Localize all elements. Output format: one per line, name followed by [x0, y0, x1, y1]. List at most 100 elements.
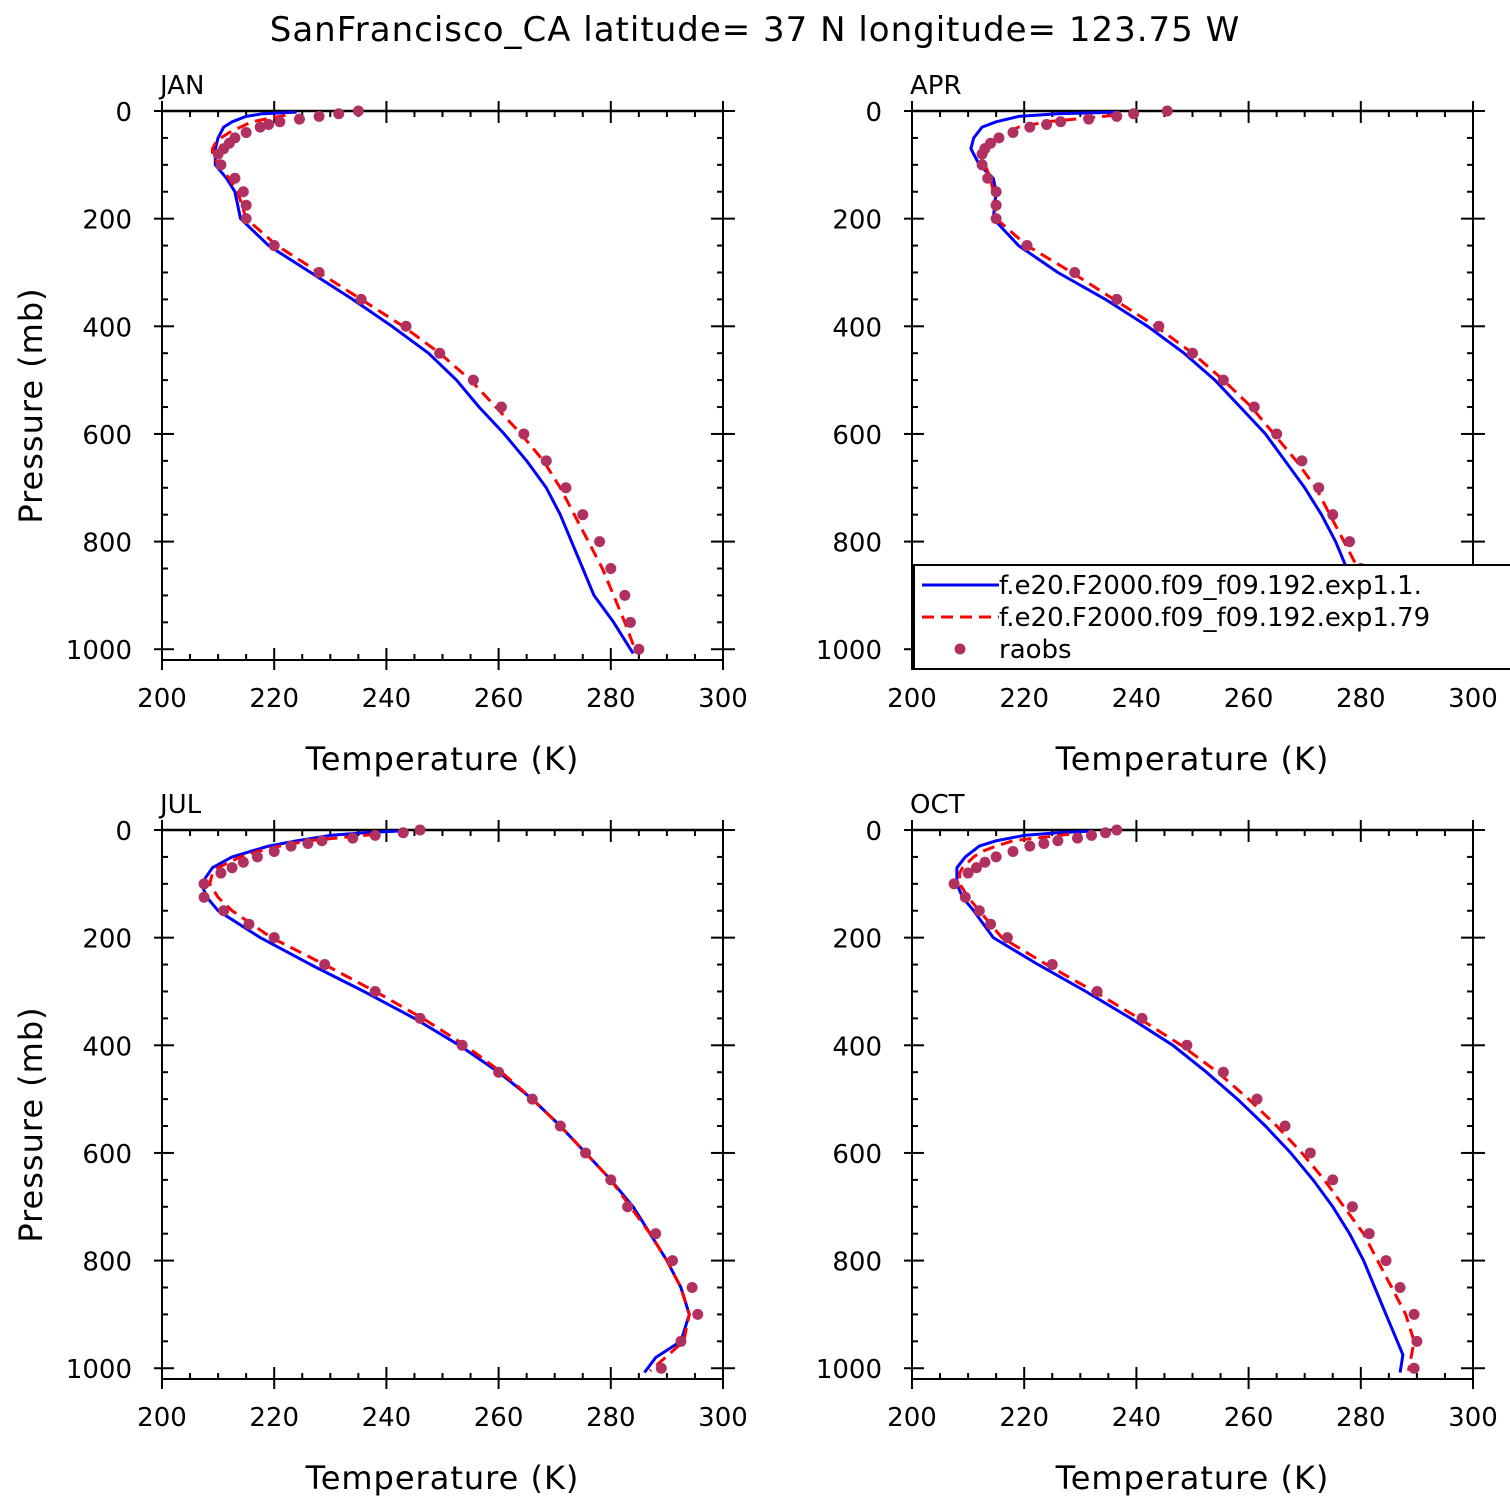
x-tick-label: 200 — [887, 1403, 937, 1433]
y-tick-label: 200 — [82, 206, 132, 236]
obs-point — [198, 878, 210, 890]
obs-point — [1248, 401, 1260, 413]
y-tick-label: 800 — [832, 1248, 882, 1278]
obs-point — [1394, 1282, 1406, 1293]
obs-point — [1052, 835, 1064, 847]
obs-point — [254, 121, 266, 133]
obs-point — [1344, 536, 1356, 548]
obs-point — [624, 616, 636, 628]
series-line-model2 — [211, 113, 638, 653]
y-tick-label: 1000 — [816, 1355, 882, 1385]
obs-point — [1055, 116, 1067, 128]
y-tick-label: 600 — [82, 1140, 132, 1170]
obs-point — [369, 829, 381, 841]
obs-point — [347, 832, 359, 844]
x-tick-label: 220 — [249, 684, 299, 714]
obs-point — [212, 148, 224, 160]
obs-point — [554, 1120, 566, 1132]
x-tick-label: 260 — [474, 1403, 524, 1433]
y-tick-label: 400 — [82, 313, 132, 343]
x-axis-label: Temperature (K) — [1055, 740, 1330, 778]
obs-point — [215, 159, 227, 171]
obs-point — [1136, 1012, 1148, 1024]
legend-label: f.e20.F2000.f09_f09.192.exp1.1. — [999, 571, 1422, 601]
obs-point — [948, 878, 960, 890]
obs-point — [1327, 509, 1339, 521]
obs-point — [319, 959, 331, 971]
y-tick-label: 400 — [832, 1032, 882, 1062]
obs-point — [976, 148, 988, 160]
obs-point — [229, 172, 241, 184]
obs-point — [268, 846, 280, 858]
obs-point — [1363, 1228, 1375, 1240]
y-tick-label: 0 — [115, 817, 132, 847]
y-tick-label: 0 — [865, 98, 882, 128]
obs-point — [268, 240, 280, 252]
y-tick-label: 600 — [832, 1140, 882, 1170]
obs-point — [414, 1012, 426, 1024]
obs-point — [1083, 113, 1095, 125]
x-tick-label: 220 — [999, 684, 1049, 714]
obs-point — [243, 918, 255, 930]
obs-point — [493, 1066, 505, 1078]
series-line-model1 — [199, 829, 691, 1374]
obs-point — [1091, 985, 1103, 997]
obs-point — [237, 186, 249, 198]
obs-point — [1007, 846, 1019, 858]
obs-point — [1187, 347, 1198, 359]
obs-point — [1111, 293, 1123, 305]
x-tick-label: 240 — [362, 1403, 412, 1433]
legend-swatch-raobs — [954, 643, 966, 655]
obs-point — [1007, 127, 1019, 139]
obs-point — [1304, 1147, 1316, 1159]
x-tick-label: 260 — [1224, 1403, 1274, 1433]
obs-point — [1296, 455, 1308, 467]
obs-point — [268, 932, 280, 944]
obs-point — [1111, 110, 1123, 122]
obs-point — [990, 199, 1002, 211]
y-axis-label: Pressure (mb) — [12, 1006, 50, 1242]
legend: f.e20.F2000.f09_f09.192.exp1.1.f.e20.F20… — [913, 564, 1510, 670]
obs-point — [313, 266, 325, 278]
obs-point — [1100, 827, 1112, 839]
obs-point — [1380, 1255, 1392, 1267]
y-tick-label: 400 — [832, 313, 882, 343]
obs-point — [686, 1282, 698, 1293]
obs-point — [397, 827, 409, 839]
obs-point — [1161, 105, 1173, 117]
obs-point — [240, 199, 252, 211]
obs-point — [993, 132, 1005, 144]
obs-point — [302, 837, 314, 849]
y-tick-label: 0 — [865, 817, 882, 847]
obs-point — [1313, 482, 1325, 494]
x-tick-label: 200 — [137, 1403, 187, 1433]
obs-point — [240, 213, 252, 225]
obs-point — [605, 563, 617, 574]
obs-point — [274, 116, 286, 128]
legend-box — [913, 564, 1510, 670]
obs-point — [675, 1335, 687, 1347]
obs-point — [1071, 832, 1083, 844]
obs-point — [971, 862, 983, 874]
x-axis-label: Temperature (K) — [1055, 1459, 1330, 1497]
obs-point — [962, 867, 974, 879]
panel-label: OCT — [910, 790, 965, 820]
obs-point — [633, 643, 645, 655]
obs-point — [990, 213, 1002, 225]
x-tick-label: 220 — [249, 1403, 299, 1433]
obs-point — [560, 482, 572, 494]
obs-point — [982, 172, 994, 184]
obs-point — [1021, 240, 1033, 252]
x-axis-label: Temperature (K) — [305, 740, 580, 778]
series-line-model2 — [958, 832, 1416, 1372]
x-tick-label: 240 — [362, 684, 412, 714]
obs-point — [1024, 840, 1036, 852]
legend-label: raobs — [999, 635, 1072, 665]
obs-point — [1001, 932, 1013, 944]
obs-point — [355, 293, 367, 305]
panel-label: JAN — [158, 71, 204, 101]
